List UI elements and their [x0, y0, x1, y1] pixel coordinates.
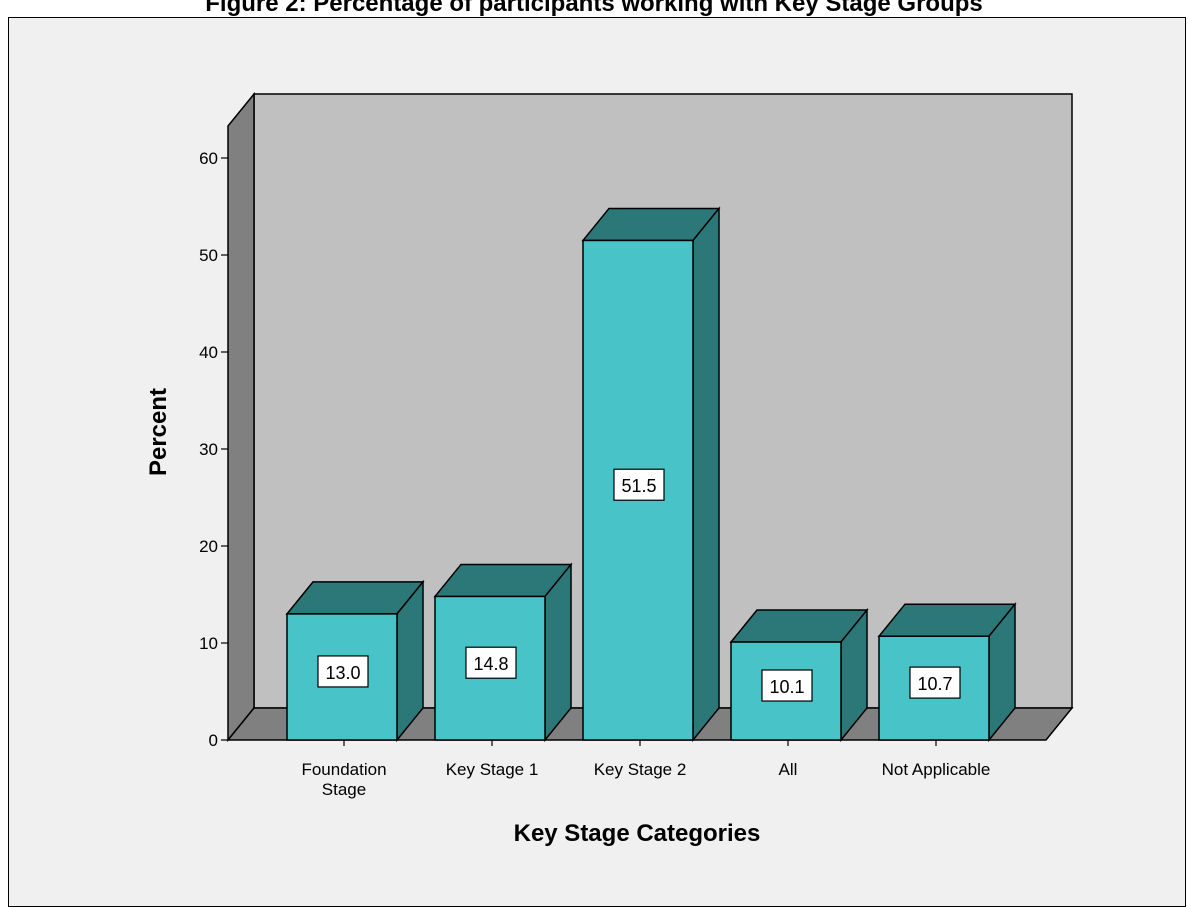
bar-side — [544, 562, 572, 743]
data-label: 10.1 — [769, 677, 804, 697]
bar-front — [286, 613, 398, 741]
y-tick-label: 10 — [199, 634, 218, 653]
y-tick-label: 0 — [209, 731, 218, 750]
y-tick-label: 20 — [199, 537, 218, 556]
side-wall — [227, 91, 255, 743]
data-label: 51.5 — [621, 476, 656, 496]
y-tick-label: 50 — [199, 246, 218, 265]
data-label-box — [909, 666, 961, 699]
y-tick-label: 30 — [199, 440, 218, 459]
y-tick-label: 40 — [199, 343, 218, 362]
y-axis: 0 10 20 30 40 50 60 — [199, 149, 228, 750]
x-tick-label: Key Stage 2 — [594, 760, 687, 779]
x-tick-label: Foundation Stage — [301, 760, 386, 799]
y-tick-label: 60 — [199, 149, 218, 168]
bars: 13.0 14.8 51.5 10.1 10.7 — [285, 206, 1017, 743]
data-label: 14.8 — [473, 654, 508, 674]
x-tick-label: Key Stage 1 — [446, 760, 539, 779]
data-label: 13.0 — [325, 663, 360, 683]
data-label: 10.7 — [917, 674, 952, 694]
category-labels: Foundation Stage Key Stage 1 Key Stage 2 All… — [301, 740, 990, 799]
y-axis-title: Percent — [145, 388, 172, 476]
data-label-box — [465, 646, 517, 679]
bar-side — [692, 206, 720, 743]
chart-title: Figure 2: Percentage of participants wor… — [205, 0, 983, 17]
x-tick-label: Not Applicable — [882, 760, 991, 779]
bar: 13.0 — [285, 579, 425, 743]
bar: 10.7 — [877, 602, 1017, 743]
data-label-box — [613, 468, 665, 501]
bar: 14.8 — [433, 562, 573, 743]
bar: 51.5 — [581, 206, 721, 743]
data-label-box — [761, 669, 813, 702]
data-label-box — [317, 655, 369, 688]
x-axis-title: Key Stage Categories — [514, 820, 761, 847]
bar: 10.1 — [729, 607, 869, 743]
x-tick-label: All — [779, 760, 798, 779]
